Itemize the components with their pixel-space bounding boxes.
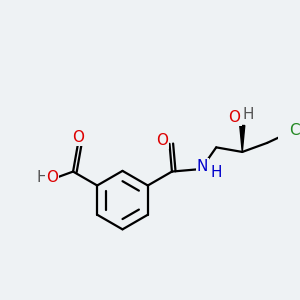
Text: N: N — [197, 159, 208, 174]
Text: H: H — [243, 107, 254, 122]
Polygon shape — [240, 125, 245, 152]
Text: O: O — [46, 170, 58, 185]
Text: H: H — [211, 165, 222, 180]
Text: O: O — [229, 110, 241, 125]
Text: H: H — [36, 170, 48, 185]
Text: Cl: Cl — [289, 123, 300, 138]
Text: O: O — [156, 133, 168, 148]
Text: O: O — [72, 130, 84, 145]
